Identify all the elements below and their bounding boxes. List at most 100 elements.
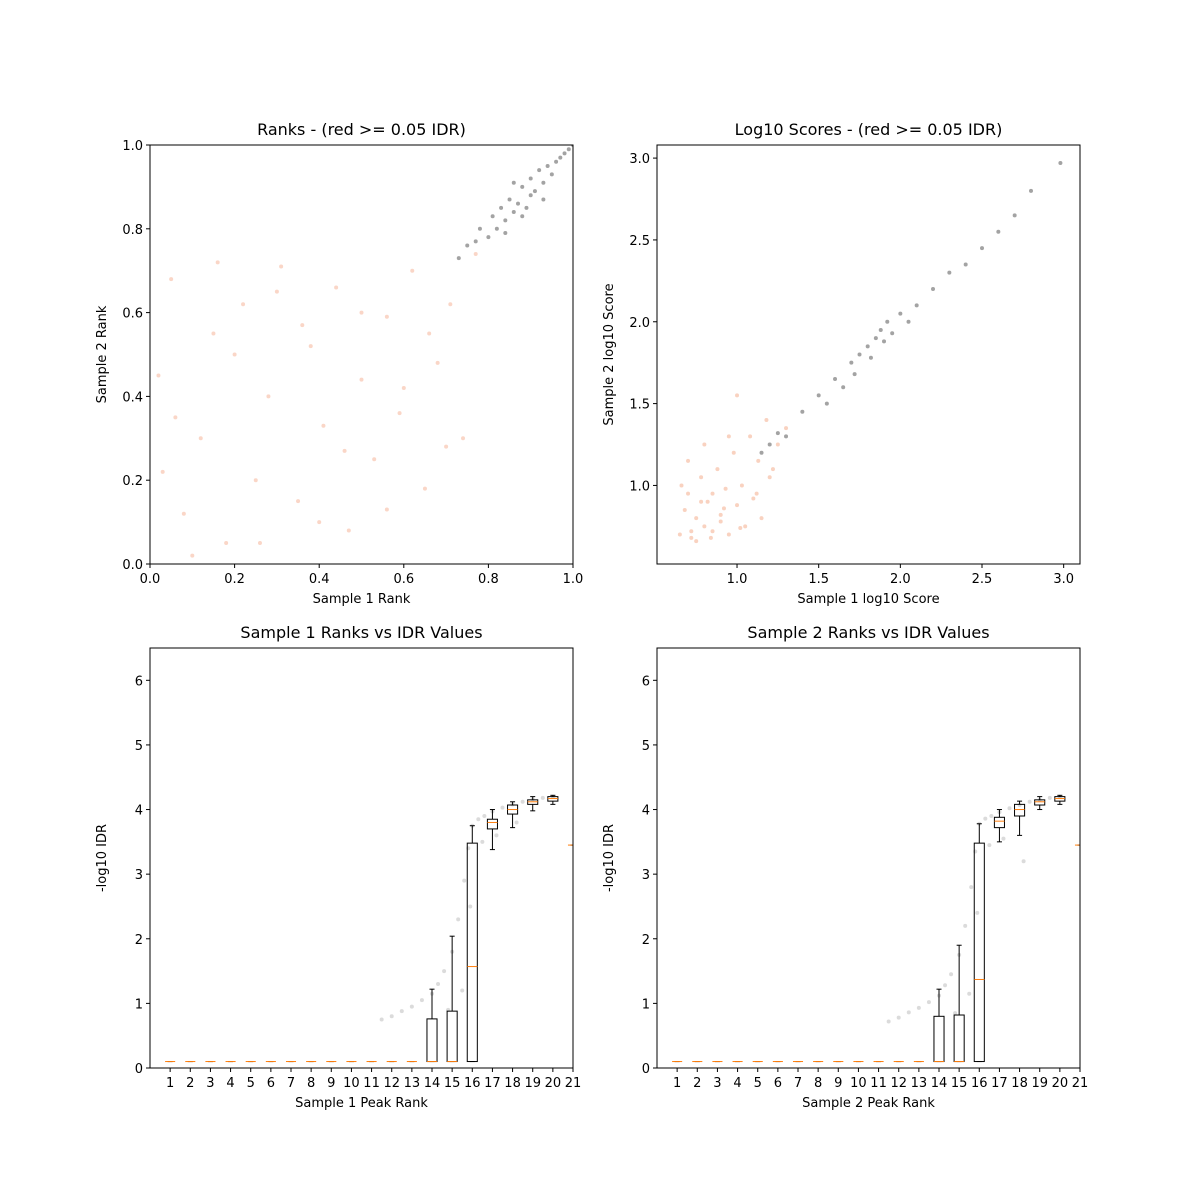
point <box>916 1005 921 1010</box>
point <box>739 483 744 488</box>
y-tick-label: 0.0 <box>122 558 143 573</box>
x-axis-label: Sample 1 Rank <box>313 592 411 607</box>
point <box>1001 836 1006 841</box>
x-tick-label: 0.6 <box>393 572 414 587</box>
point <box>699 475 704 480</box>
point <box>435 360 440 365</box>
point <box>953 1011 958 1016</box>
point <box>468 904 473 909</box>
box <box>426 1018 438 1063</box>
point <box>1012 213 1017 218</box>
x-tick-label: 16 <box>464 1076 481 1091</box>
point <box>726 532 731 537</box>
point <box>442 969 447 974</box>
point <box>541 180 546 185</box>
point <box>476 817 481 822</box>
point <box>520 214 525 219</box>
point <box>173 415 178 420</box>
point <box>224 541 229 546</box>
point <box>514 820 519 825</box>
point <box>694 539 699 544</box>
x-tick-label: 1.0 <box>563 572 584 587</box>
point <box>868 355 873 360</box>
point <box>384 314 389 319</box>
point <box>257 541 262 546</box>
point <box>520 184 525 189</box>
x-tick-label: 2 <box>693 1076 701 1091</box>
point <box>833 377 838 382</box>
axes-frame <box>149 144 574 565</box>
y-tick-label: 4 <box>642 804 650 819</box>
point <box>524 205 529 210</box>
point <box>477 226 482 231</box>
x-axis-label: Sample 1 log10 Score <box>797 592 939 607</box>
x-tick-label: 3 <box>713 1076 721 1091</box>
point <box>554 159 559 164</box>
x-tick-label: 5 <box>754 1076 762 1091</box>
point <box>1029 188 1034 193</box>
point <box>456 917 461 922</box>
point <box>545 163 550 168</box>
x-tick-label: 10 <box>343 1076 360 1091</box>
point <box>816 393 821 398</box>
point <box>767 475 772 480</box>
point <box>562 151 567 156</box>
y-tick-label: 5 <box>642 739 650 754</box>
point <box>422 486 427 491</box>
point <box>461 436 466 441</box>
y-tick-label: 0 <box>135 1062 143 1077</box>
point <box>427 331 432 336</box>
point <box>317 520 322 525</box>
y-axis-label: -log10 IDR <box>95 824 110 892</box>
x-tick-label: 6 <box>267 1076 275 1091</box>
point <box>215 260 220 265</box>
x-tick-label: 11 <box>363 1076 380 1091</box>
axes-frame <box>656 647 1081 1069</box>
point <box>266 394 271 399</box>
point <box>996 229 1001 234</box>
point <box>169 277 174 282</box>
x-tick-label: 13 <box>404 1076 421 1091</box>
point <box>898 311 903 316</box>
y-tick-label: 1.0 <box>629 479 650 494</box>
point <box>540 795 545 800</box>
box <box>973 842 985 1063</box>
x-tick-label: 1 <box>673 1076 681 1091</box>
x-tick-label: 15 <box>951 1076 968 1091</box>
point <box>410 268 415 273</box>
y-tick-label: 0.8 <box>122 223 143 238</box>
point <box>1047 795 1052 800</box>
point <box>723 486 728 491</box>
point <box>718 519 723 524</box>
x-tick-label: 3 <box>206 1076 214 1091</box>
point <box>890 331 895 336</box>
subplot-title: Ranks - (red >= 0.05 IDR) <box>257 120 466 139</box>
y-tick-label: 3 <box>642 868 650 883</box>
point <box>735 393 740 398</box>
point <box>296 499 301 504</box>
point <box>885 319 890 324</box>
x-tick-label: 5 <box>247 1076 255 1091</box>
point <box>160 469 165 474</box>
point <box>699 499 704 504</box>
x-tick-label: 13 <box>911 1076 928 1091</box>
point <box>914 303 919 308</box>
box <box>993 816 1005 829</box>
point <box>906 1010 911 1015</box>
box <box>953 1014 965 1063</box>
y-tick-label: 1.5 <box>629 398 650 413</box>
point <box>841 385 846 390</box>
point <box>754 491 759 496</box>
y-tick-label: 2 <box>135 933 143 948</box>
point <box>511 210 516 215</box>
point <box>767 442 772 447</box>
plot-area <box>677 161 1063 544</box>
x-tick-label: 6 <box>774 1076 782 1091</box>
x-tick-label: 14 <box>931 1076 948 1091</box>
x-axis-label: Sample 2 Peak Rank <box>802 1096 935 1111</box>
point <box>756 458 761 463</box>
point <box>532 189 537 194</box>
subplot: Sample 2 Ranks vs IDR Values Sample 2 Pea… <box>602 623 1088 1111</box>
point <box>715 467 720 472</box>
y-tick-label: 0.2 <box>122 474 143 489</box>
